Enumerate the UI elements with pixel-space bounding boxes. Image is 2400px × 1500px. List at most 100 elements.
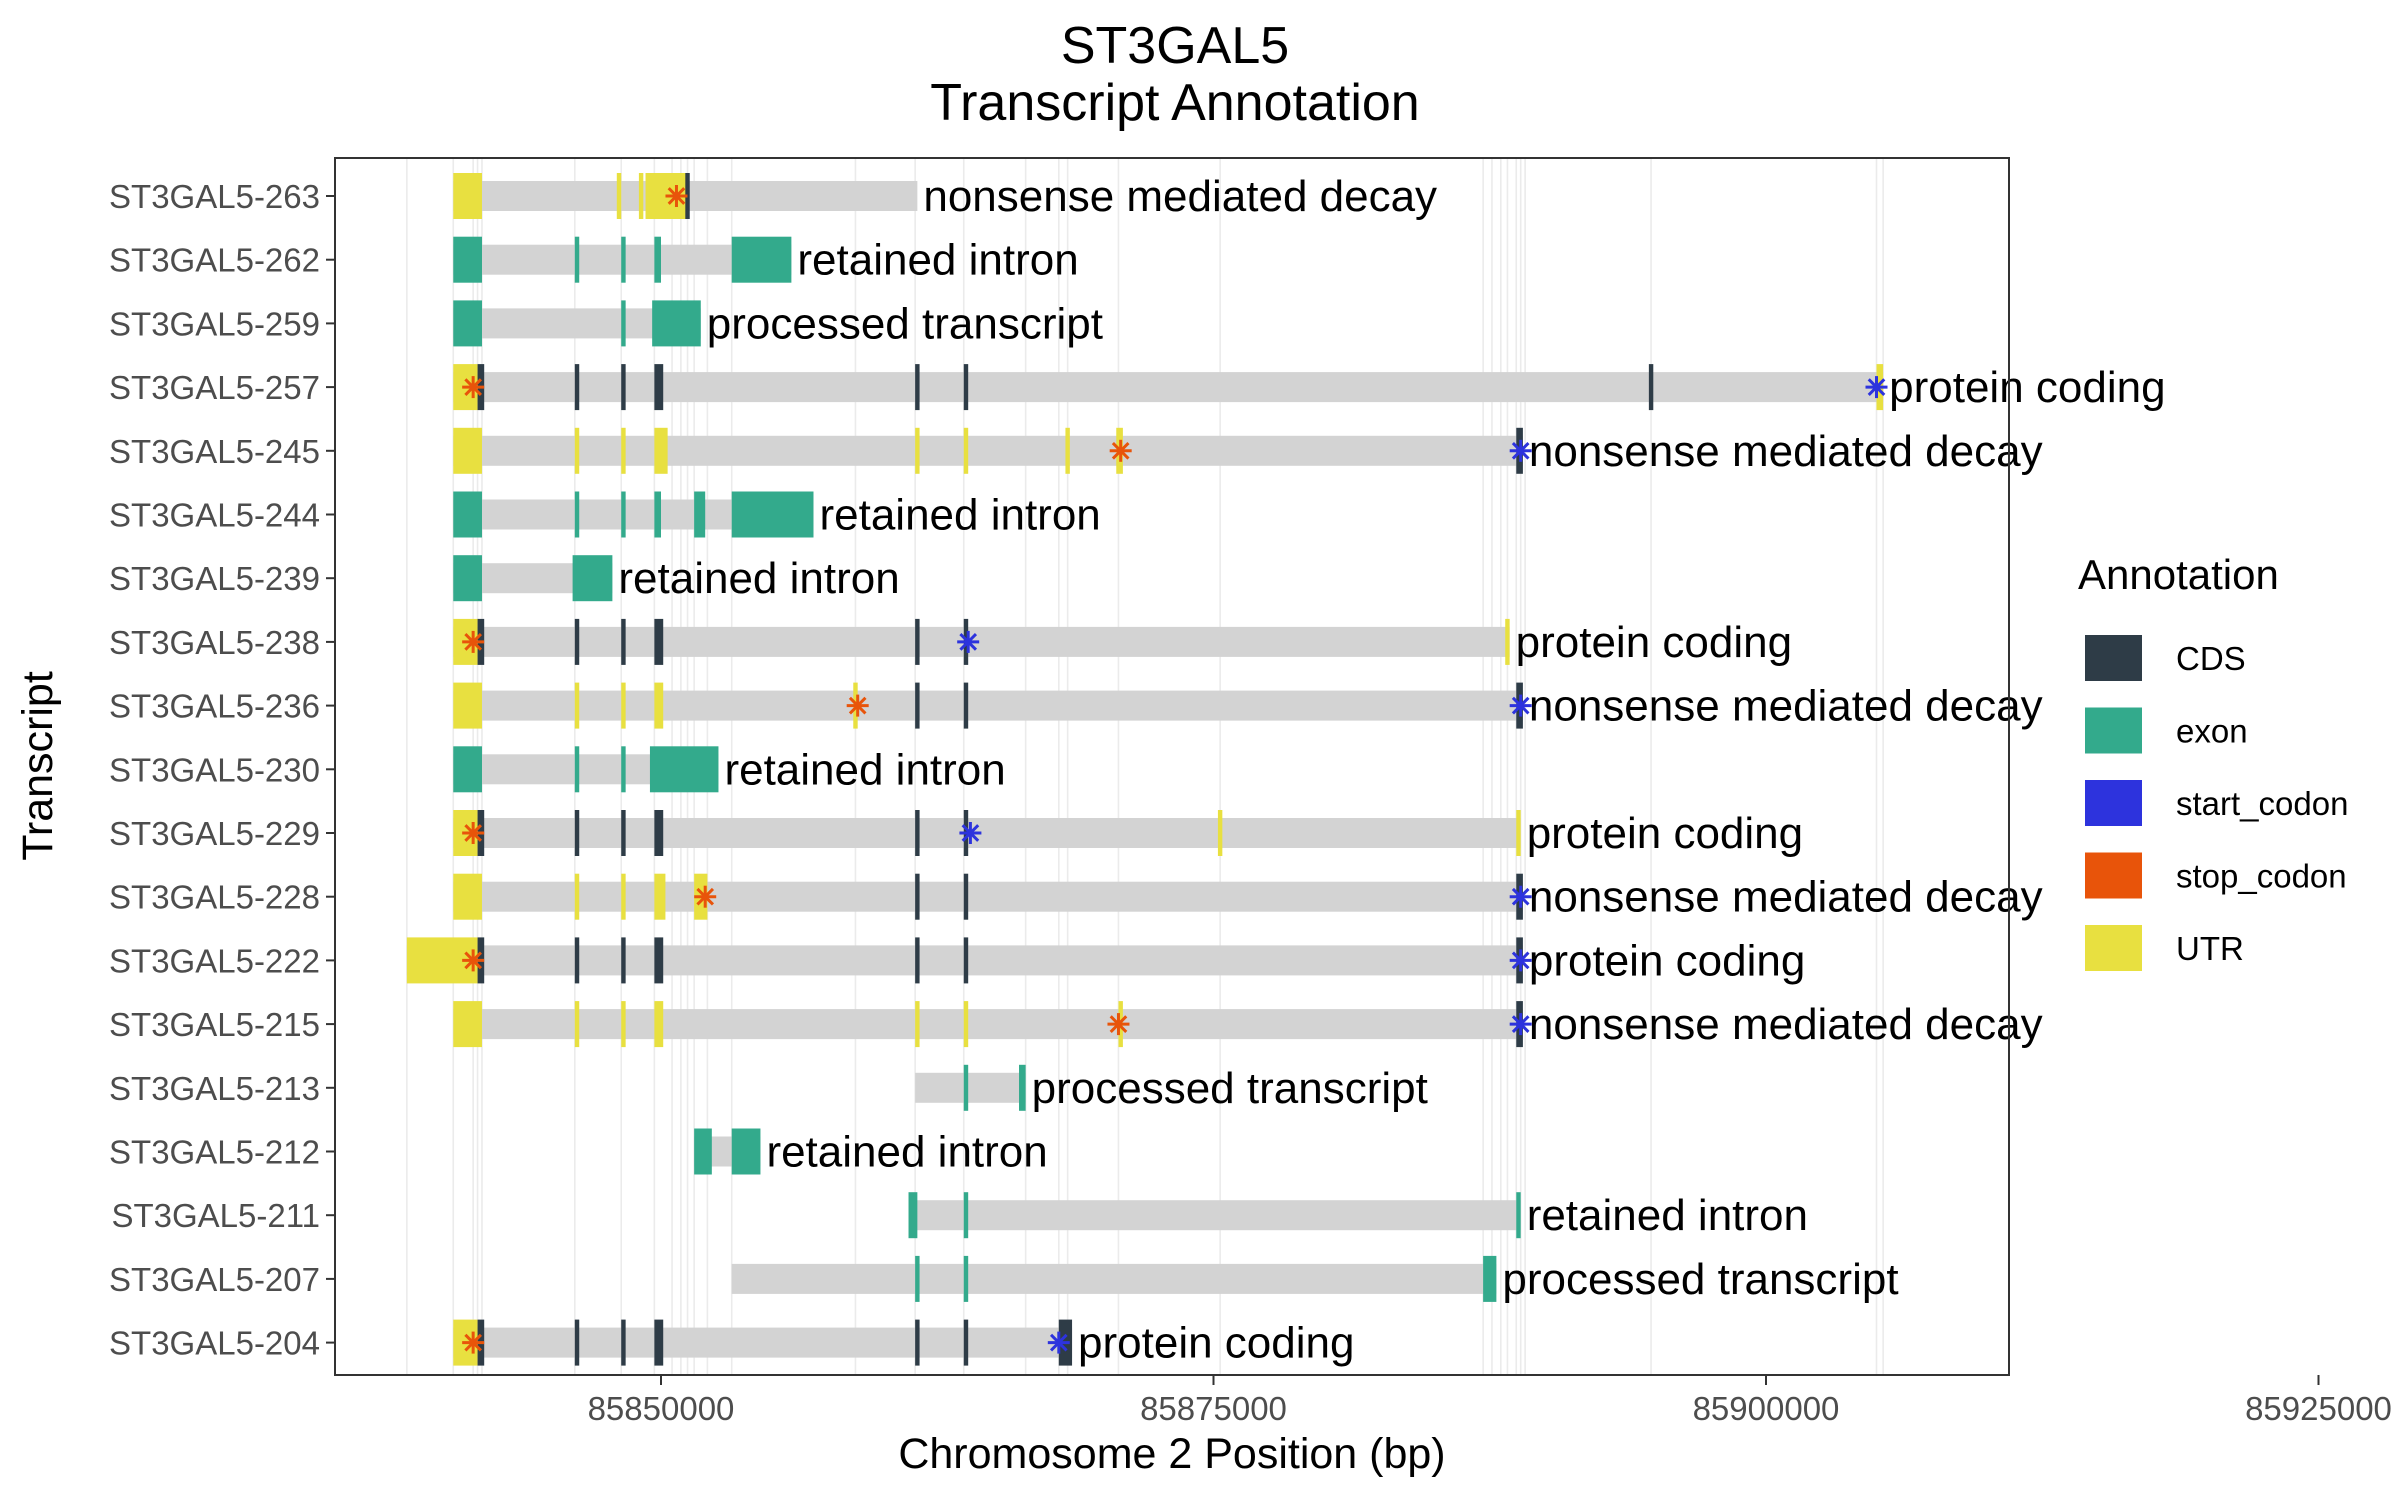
x-tick-label: 85850000 [588,1390,735,1427]
transcript-ST3GAL5-239: retained intron [453,554,900,603]
utr-block [574,682,580,729]
biotype-label: protein coding [1889,363,2165,412]
legend-title: Annotation [2078,551,2279,598]
exon-block [963,1064,969,1111]
intron-bar [453,690,1523,721]
start-codon-marker [1509,949,1532,972]
transcript-ST3GAL5-245: nonsense mediated decay [453,427,2043,476]
exon-block [908,1192,918,1239]
biotype-label: processed transcript [707,299,1103,348]
exon-block [621,300,626,347]
utr-block [1505,618,1510,665]
intron-bar [915,1072,1026,1103]
cds-block [915,1319,920,1366]
exon-block [574,746,580,793]
transcript-ST3GAL5-215: nonsense mediated decay [453,1000,2043,1049]
tracks-layer: nonsense mediated decay retained intron pr… [406,172,2166,1368]
utr-block [574,427,580,474]
legend-label: CDS [2176,640,2246,677]
stop-codon-marker-stroke [464,1333,482,1352]
biotype-label: retained intron [819,491,1100,540]
start-codon-marker-stroke [961,824,980,842]
y-tick-label: ST3GAL5-257 [109,369,320,406]
intron-bar [453,372,1884,403]
start-codon-marker [1509,885,1532,908]
intron-bar [453,626,1510,657]
y-tick-label: ST3GAL5-263 [109,178,320,215]
exon-block [731,236,792,283]
cds-block [654,618,664,665]
start-codon-marker [1509,439,1532,462]
x-axis-label: Chromosome 2 Position (bp) [898,1430,1445,1478]
stop-codon-marker [846,694,869,717]
start-codon-marker-stroke [1511,887,1530,906]
biotype-label: processed transcript [1032,1064,1428,1113]
cds-block [654,364,664,411]
stop-codon-marker [1109,439,1132,462]
stop-codon-marker-stroke [1111,441,1130,460]
cds-block [1648,364,1654,411]
biotype-label: nonsense mediated decay [1529,873,2043,922]
y-tick-label: ST3GAL5-213 [109,1070,320,1107]
transcript-ST3GAL5-257: protein coding [453,363,2166,412]
biotype-label: nonsense mediated decay [923,172,1437,221]
biotype-label: retained intron [766,1128,1047,1177]
transcript-ST3GAL5-236: nonsense mediated decay [453,682,2043,731]
y-tick-label: ST3GAL5-228 [109,879,320,916]
utr-block [453,873,482,920]
start-codon-marker-stroke [1511,1015,1530,1033]
transcript-ST3GAL5-263: nonsense mediated decay [453,172,1437,221]
biotype-label: nonsense mediated decay [1529,1000,2043,1049]
biotype-label: protein coding [1516,618,1792,667]
utr-block [574,873,580,920]
cds-block [621,364,626,411]
y-tick-label: ST3GAL5-207 [109,1261,320,1298]
biotype-label: retained intron [618,554,899,603]
biotype-label: nonsense mediated decay [1529,682,2043,731]
exon-block [915,1255,920,1302]
stop-codon-marker [462,1331,485,1354]
stop-codon-marker [462,949,485,972]
start-codon-marker-stroke [1511,696,1530,715]
stop-codon-marker [462,376,485,399]
intron-bar [453,435,1523,466]
start-codon-marker [1509,694,1532,717]
exon-block [453,236,482,283]
exon-block [453,491,482,538]
intron-bar [453,818,1521,848]
utr-block [616,173,622,219]
exon-block [1483,1255,1497,1302]
y-axis-label: Transcript [14,671,62,861]
intron-bar [731,1263,1497,1294]
cds-block [915,937,920,984]
utr-block [915,427,920,474]
exon-block [694,491,706,538]
exon-block [574,236,580,283]
y-tick-label: ST3GAL5-239 [109,560,320,597]
exon-block [572,555,613,602]
legend-swatch [2085,635,2142,681]
utr-block [1516,810,1521,856]
exon-block [453,746,482,793]
y-tick-label: ST3GAL5-262 [109,242,320,279]
cds-block [621,810,626,856]
stop-codon-marker-stroke [464,378,482,396]
y-tick-label: ST3GAL5-204 [109,1325,320,1362]
y-axis: ST3GAL5-263 ST3GAL5-262 ST3GAL5-259 ST3GAL5… [109,178,335,1362]
cds-block [621,618,626,665]
exon-block [694,1128,712,1175]
cds-block [621,1319,626,1366]
exon-block [621,236,626,283]
stop-codon-marker-stroke [464,824,482,842]
utr-block [963,427,969,474]
utr-block [621,873,626,920]
stop-codon-marker [462,822,485,844]
y-tick-label: ST3GAL5-238 [109,624,320,661]
cds-block [685,173,690,219]
utr-block [654,427,668,474]
exon-block [1019,1064,1026,1111]
y-tick-label: ST3GAL5-245 [109,433,320,470]
cds-block [654,937,664,984]
legend-label: exon [2176,713,2248,750]
y-tick-label: ST3GAL5-229 [109,815,320,852]
